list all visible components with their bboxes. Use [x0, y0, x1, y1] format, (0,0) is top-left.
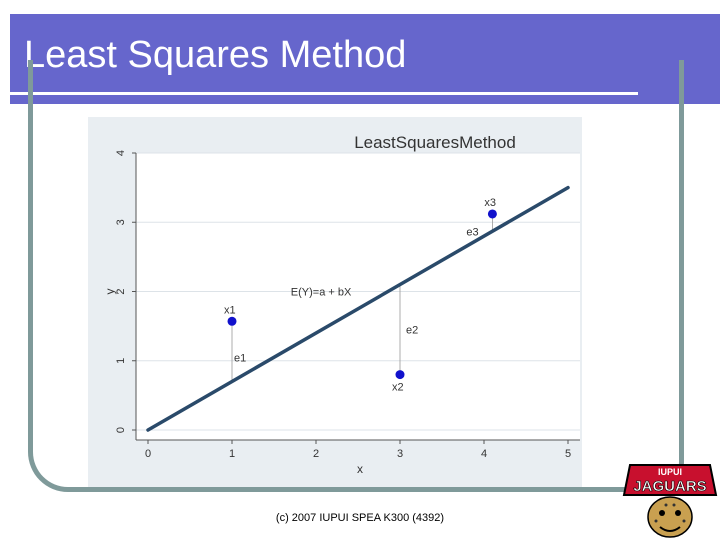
- slide-frame: [28, 60, 684, 492]
- residual-label: e3: [466, 226, 478, 238]
- x-tick-label: 3: [397, 448, 403, 460]
- data-point: [395, 370, 405, 380]
- y-tick-label: 0: [115, 427, 127, 433]
- jaguar-head-icon: [647, 496, 693, 538]
- y-tick-label: 4: [115, 150, 127, 156]
- y-tick-label: 1: [115, 358, 127, 364]
- x-tick-label: 1: [229, 448, 235, 460]
- slide-footer: (c) 2007 IUPUI SPEA K300 (4392): [275, 512, 445, 524]
- data-point: [227, 316, 237, 326]
- y-tick-label: 3: [115, 219, 127, 225]
- y-axis-title: y: [103, 289, 117, 295]
- chart-panel: 0 1 2 3 4 5 0 1 2 3 4 x y LeastSquaresMethod x1 e1 x2 e2 x…: [88, 117, 582, 487]
- title-top-rule: [10, 12, 720, 14]
- residual-label: e1: [234, 352, 246, 364]
- x-tick-label: 5: [565, 448, 571, 460]
- logo-main-text: JAGUARS: [633, 478, 706, 495]
- title-bottom-rule: [10, 92, 638, 95]
- x-tick-label: 2: [313, 448, 319, 460]
- residual-label: e2: [406, 325, 418, 337]
- least-squares-chart: 0 1 2 3 4 5 0 1 2 3 4 x y LeastSquaresMethod x1 e1 x2 e2 x…: [103, 133, 580, 476]
- equation-label: E(Y)=a + bX: [291, 287, 352, 299]
- regression-line: [146, 185, 570, 432]
- title-bar: Least Squares Method: [10, 12, 720, 104]
- slide-title: Least Squares Method: [24, 34, 407, 76]
- plot-area: [136, 153, 580, 440]
- point-label: x2: [392, 382, 404, 394]
- x-tick-label: 0: [145, 448, 151, 460]
- data-point: [487, 209, 497, 219]
- x-tick-label: 4: [481, 448, 487, 460]
- point-label: x1: [224, 304, 236, 316]
- x-axis-title: x: [357, 462, 363, 476]
- y-tick-label: 2: [115, 288, 127, 294]
- chart-title: LeastSquaresMethod: [354, 133, 516, 152]
- logo-top-text: IUPUI: [658, 467, 682, 477]
- point-label: x3: [484, 197, 496, 209]
- iupui-jaguars-logo: IUPUI JAGUARS: [622, 464, 718, 538]
